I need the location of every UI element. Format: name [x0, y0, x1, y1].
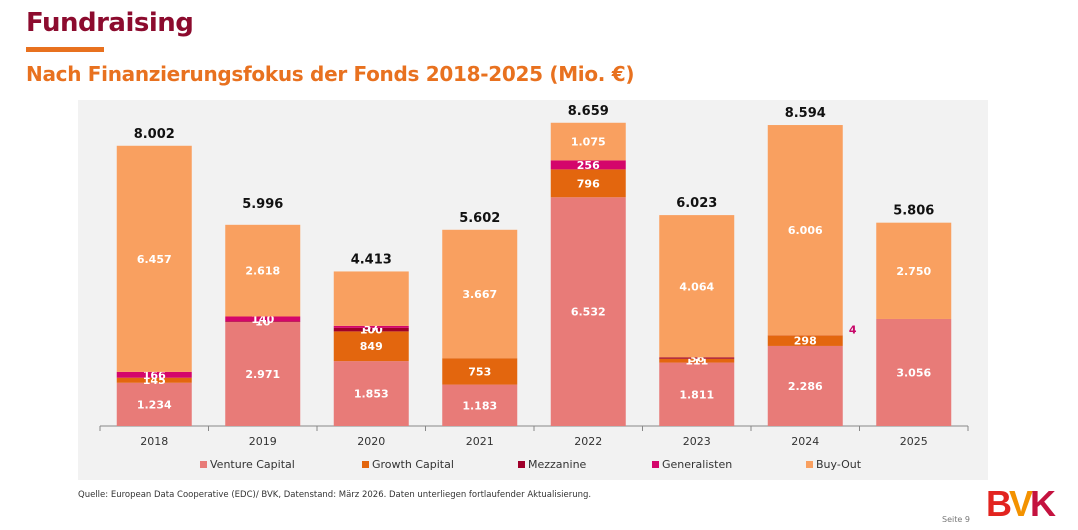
bar-segment-venture-capital: [876, 318, 952, 426]
data-label: 6.006: [788, 224, 823, 237]
bar-segment-growth-capital: [333, 331, 409, 362]
chart-subtitle: Nach Finanzierungsfokus der Fonds 2018-2…: [26, 62, 635, 86]
x-tick-label: 2018: [140, 435, 168, 448]
x-tick-label: 2019: [249, 435, 277, 448]
bar-segment-mezzanine: [225, 321, 301, 322]
logo-k: K: [1030, 483, 1056, 524]
data-label: 1.234: [137, 398, 172, 411]
data-label: 4: [849, 323, 857, 336]
legend-label: Venture Capital: [210, 458, 295, 471]
bar-segment-generalisten: [550, 160, 626, 170]
bar-segment-buy-out: [225, 224, 301, 317]
legend-swatch: [652, 461, 659, 468]
data-label: 2.286: [788, 380, 823, 393]
data-label: 1.075: [571, 136, 606, 149]
legend-label: Generalisten: [662, 458, 733, 471]
title-underline: [26, 47, 104, 52]
legend-label: Growth Capital: [372, 458, 454, 471]
data-label: 6.457: [137, 253, 172, 266]
logo-b: B: [986, 483, 1012, 524]
data-label: 3.667: [462, 288, 497, 301]
bar-segment-buy-out: [767, 125, 843, 336]
legend-label: Mezzanine: [528, 458, 587, 471]
bar-segment-growth-capital: [659, 358, 735, 363]
x-tick-label: 2022: [574, 435, 602, 448]
legend-item: Growth Capital: [362, 458, 454, 471]
bar-segment-venture-capital: [442, 384, 518, 426]
total-label: 4.413: [351, 252, 392, 267]
legend-label: Buy-Out: [816, 458, 862, 471]
data-label: 166: [143, 369, 166, 382]
legend-swatch: [200, 461, 207, 468]
bar-segment-growth-capital: [767, 335, 843, 346]
page-title: Fundraising: [26, 8, 194, 38]
data-label: 298: [794, 335, 817, 348]
bar-segment-growth-capital: [116, 377, 192, 383]
data-label: 753: [468, 365, 491, 378]
data-label: 796: [577, 177, 600, 190]
data-label: 3.056: [896, 366, 931, 379]
legend-item: Venture Capital: [200, 458, 295, 471]
legend-swatch: [806, 461, 813, 468]
data-label: 2.750: [896, 265, 931, 278]
bar-segment-growth-capital: [442, 358, 518, 385]
bar-segment-venture-capital: [225, 321, 301, 426]
total-label: 8.002: [134, 127, 175, 142]
bar-segment-buy-out: [550, 122, 626, 161]
legend-swatch: [362, 461, 369, 468]
legend-item: Generalisten: [652, 458, 732, 471]
bvk-logo: BVK: [986, 483, 1056, 524]
total-label: 5.602: [459, 211, 500, 226]
data-label: 6.532: [571, 306, 606, 319]
x-tick-label: 2021: [466, 435, 494, 448]
legend-item: Buy-Out: [806, 458, 861, 471]
page-number: Seite 9: [942, 515, 970, 524]
bar-segment-venture-capital: [333, 361, 409, 426]
bar-segment-mezzanine: [659, 357, 735, 359]
data-label: 1.811: [679, 388, 714, 401]
legend-item: Mezzanine: [518, 458, 586, 471]
x-tick-label: 2024: [791, 435, 819, 448]
data-label: 1.853: [354, 388, 389, 401]
bar-segment-venture-capital: [659, 362, 735, 426]
bar-segment-generalisten: [225, 316, 301, 322]
data-label: 256: [577, 159, 600, 172]
legend-swatch: [518, 461, 525, 468]
bar-segment-venture-capital: [550, 197, 626, 426]
source-note: Quelle: European Data Cooperative (EDC)/…: [78, 490, 592, 500]
data-label: 4.064: [679, 280, 714, 293]
total-label: 6.023: [676, 196, 717, 211]
data-label: 1.183: [462, 399, 497, 412]
bar-segment-buy-out: [333, 271, 409, 326]
data-label: 2.971: [245, 368, 280, 381]
bar-segment-buy-out: [876, 222, 952, 319]
bar-segment-mezzanine: [333, 327, 409, 332]
bar-segment-generalisten: [116, 371, 192, 378]
stacked-bar-chart: 1.2341451666.4578.00220182.971161402.618…: [99, 104, 969, 448]
bar-segment-venture-capital: [116, 382, 192, 426]
bar-segment-venture-capital: [767, 345, 843, 426]
data-label: 2.618: [245, 265, 280, 278]
bar-segment-growth-capital: [550, 169, 626, 198]
chart-panel: 1.234 145 166 6.457 8.002 2018 2.971 16 140 2.618…: [78, 100, 988, 480]
bar-segment-generalisten: [333, 325, 409, 328]
total-label: 5.996: [242, 197, 283, 212]
bar-segment-buy-out: [659, 215, 735, 358]
bar-segment-buy-out: [116, 145, 192, 372]
total-label: 8.594: [785, 106, 826, 121]
total-label: 5.806: [893, 204, 934, 219]
bar-segment-buy-out: [442, 229, 518, 359]
data-label: 849: [360, 340, 383, 353]
x-tick-label: 2023: [683, 435, 711, 448]
total-label: 8.659: [568, 104, 609, 119]
x-tick-label: 2025: [900, 435, 928, 448]
x-tick-label: 2020: [357, 435, 385, 448]
logo-v: V: [1009, 483, 1033, 524]
